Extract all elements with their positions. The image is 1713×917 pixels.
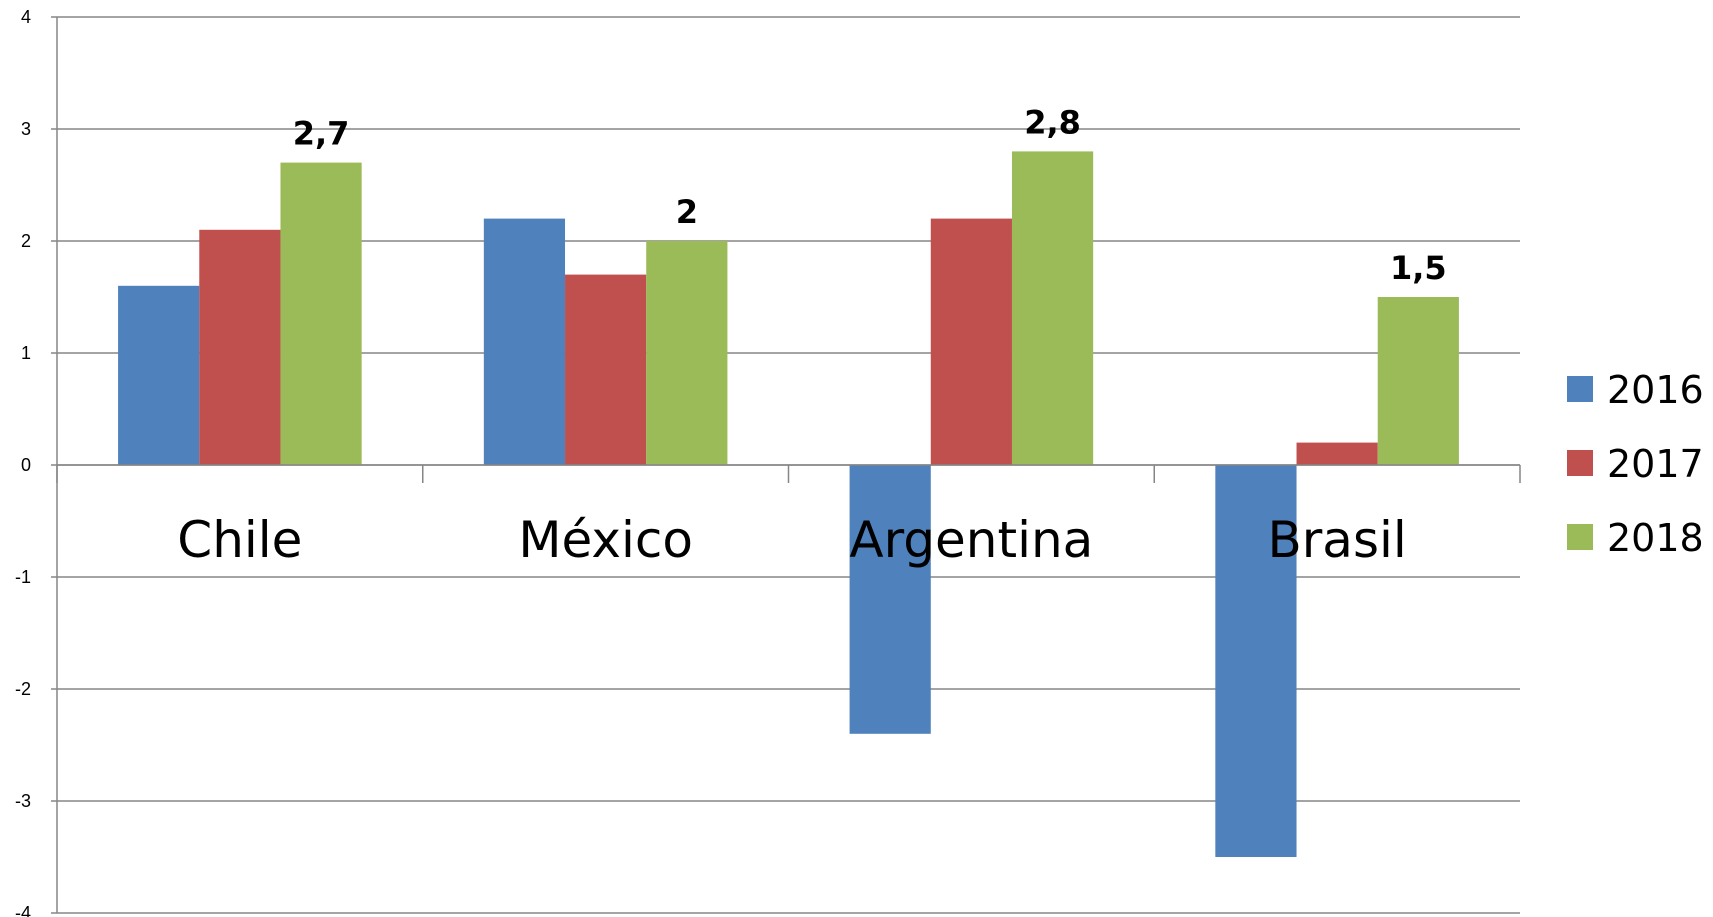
legend-label: 2016 (1607, 368, 1704, 412)
y-tick-label: 4 (21, 7, 31, 27)
bar-2016-méxico (483, 218, 566, 465)
y-tick-label: 1 (21, 343, 31, 363)
y-tick-label: -4 (15, 903, 31, 917)
bar-2017-argentina (930, 218, 1012, 465)
y-tick-label: -1 (15, 567, 31, 587)
legend-label: 2018 (1607, 516, 1704, 560)
data-label: 2,7 (293, 115, 350, 153)
bar-2016-brasil (1215, 465, 1297, 857)
category-label: México (518, 511, 693, 569)
category-label: Brasil (1267, 511, 1406, 569)
bar-2018-argentina (1011, 151, 1094, 465)
bar-2017-brasil (1296, 442, 1378, 465)
data-label: 2 (676, 193, 698, 231)
data-label: 1,5 (1390, 249, 1447, 287)
y-tick-label: 2 (21, 231, 31, 251)
y-tick-label: 3 (21, 119, 31, 139)
bar-2016-chile (118, 285, 200, 465)
y-tick-labels: -4 -3 -2 -1 0 1 2 3 4 (15, 7, 31, 917)
bar-2018-méxico (646, 241, 728, 465)
legend-swatch-2016 (1567, 376, 1593, 402)
bar-2016-argentina (849, 465, 931, 734)
category-label: Chile (177, 511, 302, 569)
category-label: Argentina (849, 511, 1093, 569)
data-label: 2,8 (1024, 103, 1081, 141)
bar-2018-brasil (1377, 297, 1459, 465)
legend: 2016 2017 2018 (1567, 368, 1704, 560)
y-tick-label: -3 (15, 791, 31, 811)
bar-2017-chile (199, 229, 281, 465)
y-tick-label: 0 (21, 455, 31, 475)
legend-swatch-2017 (1567, 450, 1593, 476)
data-labels: 2,7 2 2,8 1,5 (293, 103, 1447, 287)
bar-2018-chile (280, 162, 362, 465)
bar-2017-méxico (565, 274, 647, 465)
y-tick-label: -2 (15, 679, 31, 699)
bars (118, 151, 1459, 857)
axes (51, 16, 1521, 914)
category-labels: Chile México Argentina Brasil (177, 511, 1407, 569)
legend-label: 2017 (1607, 442, 1704, 486)
legend-swatch-2018 (1567, 524, 1593, 550)
